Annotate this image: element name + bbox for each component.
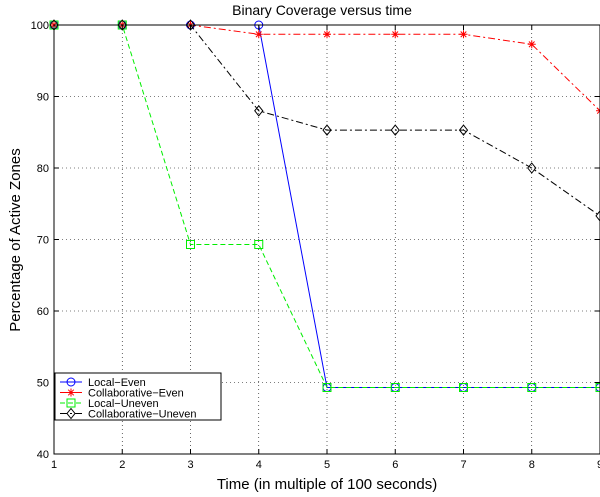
x-tick-label: 7 <box>460 459 466 471</box>
data-point <box>527 40 536 49</box>
legend-label: Local−Even <box>88 377 146 389</box>
data-point <box>527 162 537 174</box>
data-point <box>390 124 400 136</box>
legend-marker <box>66 377 76 387</box>
data-point <box>254 240 264 250</box>
x-tick-label: 1 <box>51 459 57 471</box>
y-tick-label: 80 <box>37 163 49 175</box>
data-point <box>595 383 600 393</box>
x-tick-label: 3 <box>187 459 193 471</box>
data-point <box>390 383 400 393</box>
legend-marker <box>67 388 75 397</box>
y-tick-label: 70 <box>37 235 49 247</box>
data-point <box>322 383 332 393</box>
legend-label: Collaborative−Uneven <box>88 409 197 421</box>
x-tick-label: 9 <box>597 459 600 471</box>
y-tick-label: 60 <box>37 306 49 318</box>
legend-item: Local−Uneven <box>60 398 159 410</box>
y-axis-label: Percentage of Active Zones <box>7 148 24 331</box>
data-point <box>527 383 537 393</box>
legend-item: Collaborative−Uneven <box>60 407 197 421</box>
data-point <box>459 30 468 39</box>
x-tick-label: 8 <box>529 459 535 471</box>
data-point <box>458 124 469 136</box>
data-point <box>254 104 264 117</box>
x-tick-label: 6 <box>392 459 398 471</box>
legend-item: Local−Even <box>60 377 146 389</box>
axis-ticks: 1 2 3 4 5 6 7 8 9 40 50 60 70 80 90 100 <box>31 20 600 471</box>
data-point <box>323 30 331 39</box>
legend-label: Local−Uneven <box>88 398 159 410</box>
series-1 <box>50 21 600 115</box>
series-0 <box>49 20 600 393</box>
y-tick-label: 90 <box>37 92 49 104</box>
y-tick-label: 100 <box>31 20 49 32</box>
y-tick-label: 40 <box>37 449 49 461</box>
data-point <box>391 30 400 39</box>
data-point <box>254 30 263 39</box>
chart-title: Binary Coverage versus time <box>232 2 412 18</box>
data-point <box>322 124 332 136</box>
series-layer <box>49 19 600 393</box>
series-2 <box>49 20 600 393</box>
legend: Local−EvenCollaborative−EvenLocal−Uneven… <box>54 372 222 421</box>
x-tick-label: 5 <box>324 459 330 471</box>
grid-lines <box>54 25 600 454</box>
data-point <box>186 240 195 250</box>
series-line <box>54 24 600 389</box>
legend-marker <box>66 398 76 408</box>
data-point <box>595 210 600 222</box>
legend-box <box>54 372 222 421</box>
x-tick-label: 2 <box>119 459 125 471</box>
x-tick-label: 4 <box>256 459 262 471</box>
series-3 <box>49 19 600 222</box>
x-axis-label: Time (in multiple of 100 seconds) <box>217 476 437 493</box>
data-point <box>459 383 468 393</box>
legend-item: Collaborative−Even <box>60 388 184 400</box>
y-tick-label: 50 <box>37 378 49 390</box>
legend-marker <box>66 407 76 420</box>
legend-label: Collaborative−Even <box>88 388 184 400</box>
